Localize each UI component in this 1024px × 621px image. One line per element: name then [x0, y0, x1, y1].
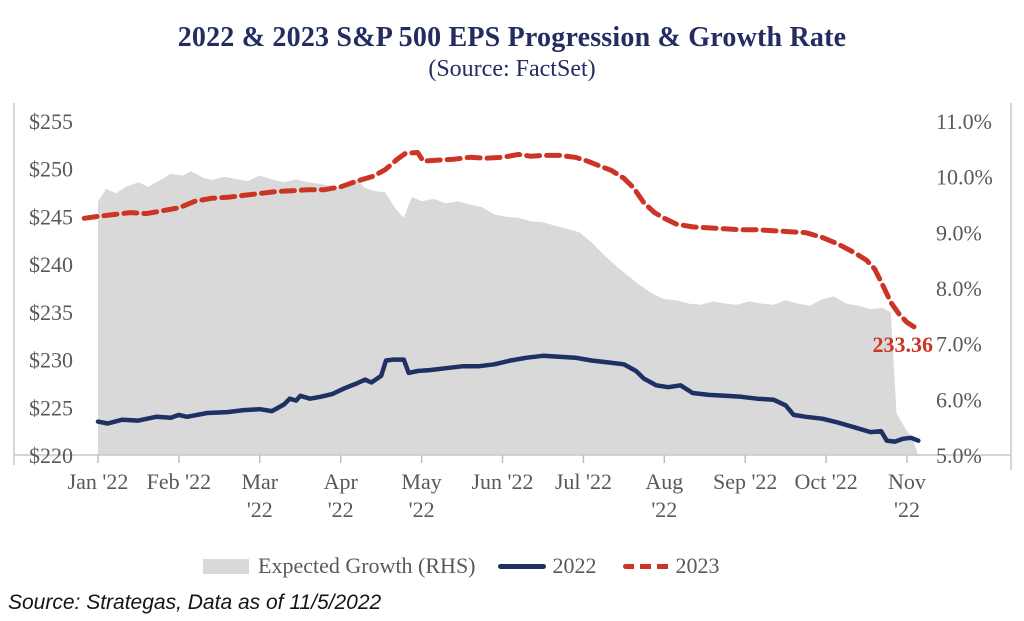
- solid-line-swatch-icon: [497, 563, 546, 569]
- x-axis-year-label: '22: [328, 497, 354, 522]
- left-axis-tick-label: $250: [29, 157, 73, 182]
- chart-title: 2022 & 2023 S&P 500 EPS Progression & Gr…: [177, 22, 847, 53]
- right-axis-tick-label: 6.0%: [936, 387, 982, 412]
- x-axis-month-label: Jul '22: [555, 469, 612, 494]
- x-axis-month-label: Oct '22: [794, 469, 857, 494]
- right-axis-tick-label: 10.0%: [936, 165, 993, 190]
- left-axis-tick-label: $235: [29, 300, 73, 325]
- source-note: Source: Strategas, Data as of 11/5/2022: [8, 591, 382, 614]
- x-axis-month-label: May: [401, 469, 441, 494]
- x-axis-year-label: '22: [894, 497, 920, 522]
- left-axis-tick-label: $225: [29, 395, 73, 420]
- legend-item-2023: 2023: [622, 553, 720, 579]
- x-axis-year-label: '22: [651, 497, 677, 522]
- eps-progression-chart: $255 $250 $245 $240 $235 $230 $225 $220 11.0% 10.…: [13, 103, 1012, 522]
- legend-item-2022: 2022: [497, 553, 597, 579]
- x-axis-month-label: Mar: [241, 469, 278, 494]
- left-axis-tick-label: $230: [29, 348, 73, 373]
- expected-growth-area: [98, 171, 919, 455]
- legend-label-expected-growth: Expected Growth (RHS): [258, 553, 476, 578]
- x-axis-year-label: '22: [409, 497, 435, 522]
- right-axis-tick-label: 8.0%: [936, 276, 982, 301]
- left-axis-tick-label: $255: [29, 109, 73, 134]
- right-axis-tick-label: 11.0%: [936, 109, 992, 134]
- legend-label-2023: 2023: [675, 553, 720, 578]
- right-axis-tick-label: 7.0%: [936, 332, 982, 357]
- left-axis-tick-label: $220: [29, 443, 73, 468]
- x-axis-month-label: Jun '22: [471, 469, 533, 494]
- line-2022: [95, 353, 921, 444]
- x-axis-month-label: Sep '22: [713, 469, 777, 494]
- x-axis-month-label: Aug: [645, 469, 683, 494]
- line-2023: [81, 150, 918, 330]
- chart-subtitle: (Source: FactSet): [428, 56, 596, 82]
- chart-legend: Expected Growth (RHS) 2022 2023: [203, 551, 720, 581]
- left-axis-tick-label: $240: [29, 252, 73, 277]
- final-value-annotation: 233.36: [872, 332, 934, 357]
- x-axis-month-label: Jan '22: [68, 469, 129, 494]
- legend-label-2022: 2022: [552, 553, 597, 578]
- dashed-line-swatch-icon: [622, 563, 671, 569]
- legend-item-expected-growth: Expected Growth (RHS): [203, 553, 476, 579]
- x-axis-month-label: Feb '22: [147, 469, 211, 494]
- x-axis-month-label: Apr: [324, 469, 359, 494]
- x-axis-month-label: Nov: [888, 469, 926, 494]
- right-axis-tick-label: 9.0%: [936, 220, 982, 245]
- x-axis-year-label: '22: [247, 497, 273, 522]
- area-swatch-icon: [203, 558, 249, 574]
- right-axis-tick-label: 5.0%: [936, 443, 982, 468]
- left-axis-tick-label: $245: [29, 204, 73, 229]
